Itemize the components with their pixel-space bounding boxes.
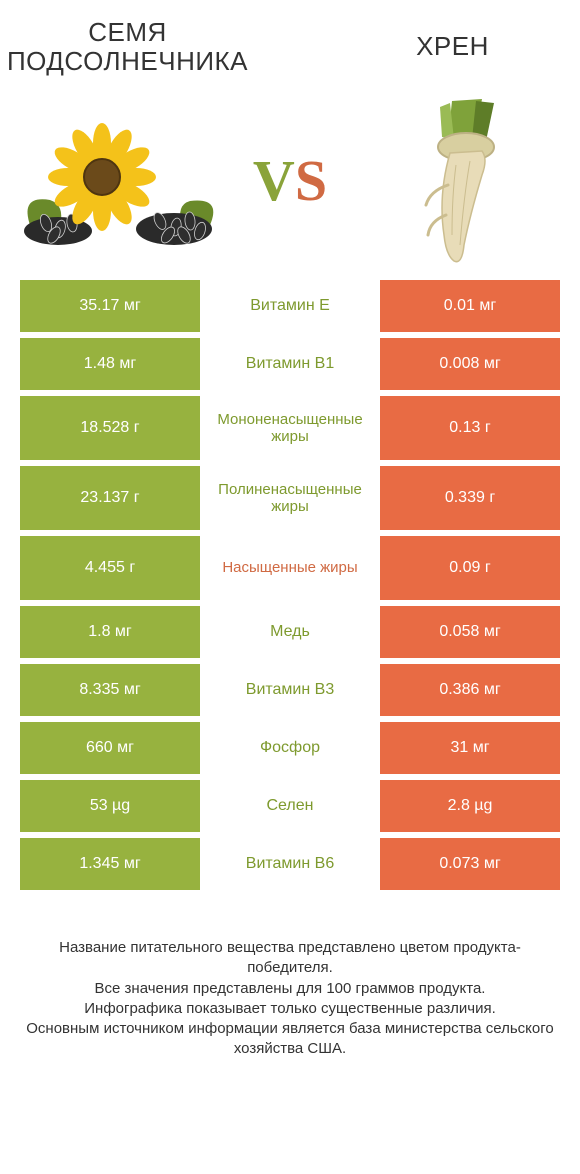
right-value: 0.008 мг — [380, 338, 560, 390]
left-value: 1.8 мг — [20, 606, 200, 658]
left-value: 1.48 мг — [20, 338, 200, 390]
footer-line: Инфографика показывает только существенн… — [20, 999, 560, 1019]
left-value: 1.345 мг — [20, 838, 200, 890]
left-value: 18.528 г — [20, 396, 200, 460]
table-row: 35.17 мгВитамин E0.01 мг — [20, 280, 560, 332]
nutrient-name: Витамин B1 — [200, 338, 380, 390]
hero-row: VS — [0, 90, 580, 270]
left-value: 4.455 г — [20, 536, 200, 600]
right-product-title: ХРЕН — [325, 18, 580, 61]
right-value: 2.8 µg — [380, 780, 560, 832]
table-row: 1.48 мгВитамин B10.008 мг — [20, 338, 560, 390]
nutrient-name: Фосфор — [200, 722, 380, 774]
left-value: 8.335 мг — [20, 664, 200, 716]
right-value: 0.01 мг — [380, 280, 560, 332]
table-row: 660 мгФосфор31 мг — [20, 722, 560, 774]
nutrient-name: Мононенасыщенные жиры — [200, 396, 380, 460]
left-value: 35.17 мг — [20, 280, 200, 332]
vs-s: S — [295, 148, 327, 213]
nutrient-name: Полиненасыщенные жиры — [200, 466, 380, 530]
left-value: 660 мг — [20, 722, 200, 774]
vs-label: VS — [240, 147, 340, 214]
right-value: 0.339 г — [380, 466, 560, 530]
footer-line: Название питательного вещества представл… — [20, 938, 560, 979]
table-row: 1.8 мгМедь0.058 мг — [20, 606, 560, 658]
comparison-table: 35.17 мгВитамин E0.01 мг1.48 мгВитамин B… — [20, 280, 560, 890]
nutrient-name: Насыщенные жиры — [200, 536, 380, 600]
left-product-image — [0, 90, 240, 270]
footer-line: Основным источником информации является … — [20, 1019, 560, 1060]
table-row: 53 µgСелен2.8 µg — [20, 780, 560, 832]
table-row: 4.455 гНасыщенные жиры0.09 г — [20, 536, 560, 600]
left-title-line: СЕМЯ — [0, 18, 255, 47]
nutrient-name: Витамин B6 — [200, 838, 380, 890]
left-title-line: ПОДСОЛНЕЧНИКА — [0, 47, 255, 76]
table-row: 23.137 гПолиненасыщенные жиры0.339 г — [20, 466, 560, 530]
footer-notes: Название питательного вещества представл… — [20, 938, 560, 1060]
table-row: 8.335 мгВитамин B30.386 мг — [20, 664, 560, 716]
sunflower-icon — [10, 105, 230, 255]
right-value: 0.058 мг — [380, 606, 560, 658]
left-product-title: СЕМЯПОДСОЛНЕЧНИКА — [0, 18, 255, 75]
nutrient-name: Витамин B3 — [200, 664, 380, 716]
right-value: 0.386 мг — [380, 664, 560, 716]
horseradish-icon — [390, 95, 530, 265]
nutrient-name: Витамин E — [200, 280, 380, 332]
left-value: 53 µg — [20, 780, 200, 832]
right-value: 0.073 мг — [380, 838, 560, 890]
comparison-header: СЕМЯПОДСОЛНЕЧНИКА ХРЕН — [0, 0, 580, 90]
right-value: 31 мг — [380, 722, 560, 774]
right-value: 0.09 г — [380, 536, 560, 600]
table-row: 18.528 гМононенасыщенные жиры0.13 г — [20, 396, 560, 460]
right-value: 0.13 г — [380, 396, 560, 460]
footer-line: Все значения представлены для 100 граммо… — [20, 979, 560, 999]
vs-v: V — [253, 148, 295, 213]
nutrient-name: Медь — [200, 606, 380, 658]
left-value: 23.137 г — [20, 466, 200, 530]
table-row: 1.345 мгВитамин B60.073 мг — [20, 838, 560, 890]
right-product-image — [340, 90, 580, 270]
nutrient-name: Селен — [200, 780, 380, 832]
